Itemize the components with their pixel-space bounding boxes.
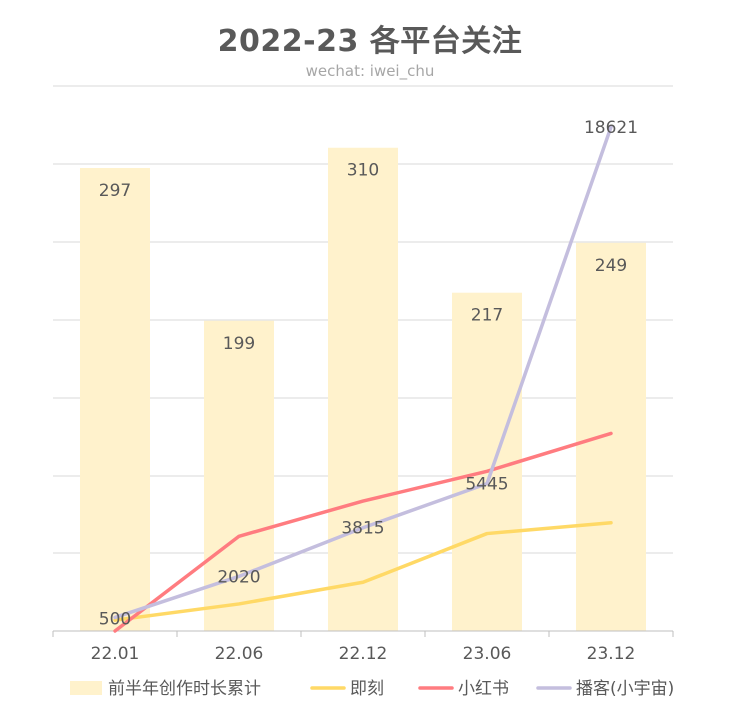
series-line [113,520,613,622]
bar-data-label: 199 [223,334,255,354]
line-data-label: 3815 [341,519,384,539]
chart-title: 2022-23 各平台关注 [217,24,523,59]
bar-data-label: 217 [471,306,503,326]
legend-label: 小红书 [458,679,509,699]
legend-swatch-bar [70,681,102,695]
line-data-label: 500 [99,609,131,629]
bar-data-label: 249 [595,256,627,276]
bar [328,147,398,631]
x-tick-label: 23.06 [463,644,512,664]
line-data-label: 18621 [584,118,638,138]
legend-label: 播客(小宇宙) [576,679,674,699]
bar-data-label: 310 [347,161,379,181]
x-tick-label: 22.06 [215,644,264,664]
bar [452,292,522,631]
x-tick-label: 23.12 [587,644,636,664]
chart-subtitle: wechat: iwei_chu [305,62,435,80]
series-line [113,431,613,633]
bar-data-label: 297 [99,181,131,201]
x-tick-label: 22.01 [91,644,140,664]
line-data-label: 2020 [217,567,260,587]
line-data-label: 5445 [465,475,508,495]
bar [204,320,274,631]
series-line [113,125,613,620]
bar [80,168,150,631]
x-tick-label: 22.12 [339,644,388,664]
bar [576,242,646,631]
legend-label: 前半年创作时长累计 [108,679,261,699]
legend-label: 即刻 [350,679,384,699]
